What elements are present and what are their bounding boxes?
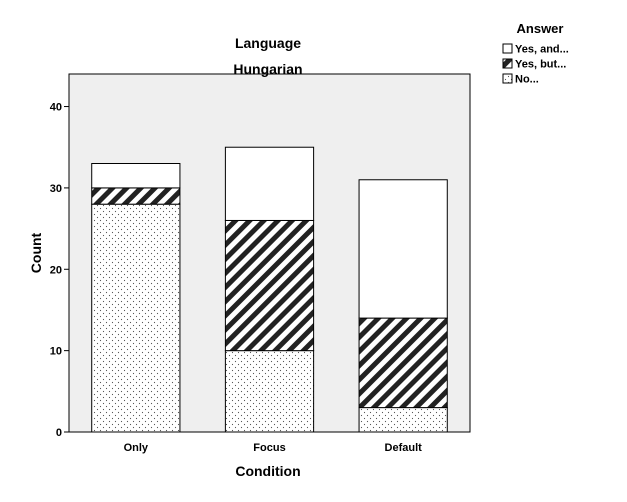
- bar-segment: [91, 187, 181, 205]
- legend-title: Answer: [517, 21, 564, 36]
- legend: Answer Yes, and... Yes, but... No...: [502, 21, 569, 86]
- legend-items: Yes, and... Yes, but... No...: [502, 43, 569, 86]
- legend-label: Yes, but...: [515, 59, 566, 71]
- bar-segment: [358, 317, 448, 409]
- x-tick-label: Default: [385, 442, 423, 454]
- x-axis: Only Focus Default: [124, 442, 423, 454]
- y-tick-label: 30: [50, 183, 62, 195]
- legend-label: Yes, and...: [515, 44, 569, 56]
- bar-segment: [224, 350, 315, 433]
- chart-subtitle: Hungarian: [233, 61, 302, 77]
- y-tick-label: 40: [50, 102, 62, 114]
- bar-segment: [358, 407, 448, 433]
- y-axis-label: Count: [28, 232, 44, 273]
- legend-swatch: [502, 58, 513, 69]
- y-axis: 0 10 20 30 40: [50, 102, 69, 439]
- x-axis-label: Condition: [235, 463, 300, 479]
- y-tick-label: 10: [50, 346, 62, 358]
- x-tick-label: Only: [124, 442, 149, 454]
- legend-swatch: [502, 43, 513, 54]
- bar-segment: [91, 203, 181, 433]
- bar-segment: [358, 179, 448, 319]
- y-tick-label: 0: [56, 427, 62, 439]
- bar-segment: [224, 146, 315, 221]
- legend-swatch: [502, 73, 513, 84]
- bars: [91, 146, 448, 433]
- x-tick-label: Focus: [253, 442, 285, 454]
- bar-segment: [91, 163, 181, 189]
- y-tick-label: 20: [50, 264, 62, 276]
- bar-segment: [224, 219, 315, 352]
- chart-title: Language: [235, 35, 301, 51]
- legend-label: No...: [515, 74, 539, 86]
